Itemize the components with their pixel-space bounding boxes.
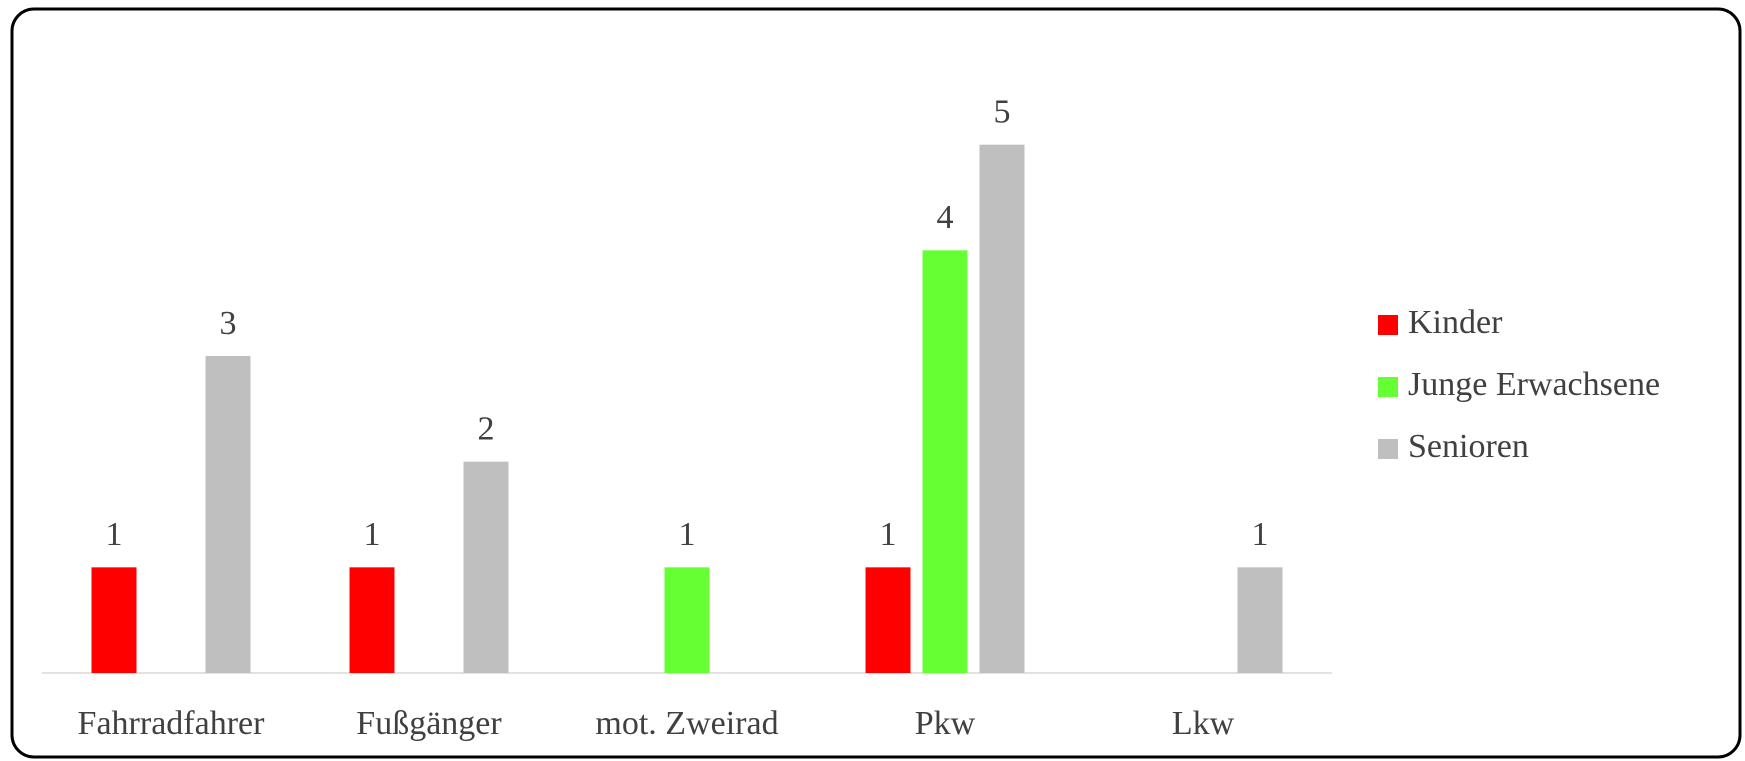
data-label: 3 — [220, 305, 237, 342]
x-tick-label: Fahrradfahrer — [78, 705, 266, 742]
bar — [205, 356, 251, 673]
legend-swatch — [1378, 315, 1398, 335]
bar — [463, 461, 509, 673]
data-label: 1 — [1252, 516, 1269, 553]
data-label: 1 — [106, 516, 123, 553]
legend-label: Senioren — [1408, 428, 1529, 465]
data-label: 2 — [478, 410, 495, 447]
data-label: 4 — [937, 199, 954, 236]
x-tick-label: mot. Zweirad — [595, 705, 778, 742]
bar — [349, 567, 395, 673]
legend-swatch — [1378, 377, 1398, 397]
chart-frame — [10, 7, 1742, 759]
legend-label: Kinder — [1408, 304, 1503, 341]
legend-label: Junge Erwachsene — [1408, 366, 1660, 403]
bar — [664, 567, 710, 673]
legend-swatch — [1378, 439, 1398, 459]
bar — [1237, 567, 1283, 673]
x-tick-label: Pkw — [915, 705, 976, 742]
data-label: 1 — [880, 516, 897, 553]
data-label: 1 — [364, 516, 381, 553]
x-tick-label: Fußgänger — [356, 705, 502, 742]
bar — [979, 144, 1025, 673]
x-tick-label: Lkw — [1172, 705, 1235, 742]
bar — [865, 567, 911, 673]
bar — [91, 567, 137, 673]
bar — [922, 250, 968, 674]
data-label: 1 — [679, 516, 696, 553]
data-label: 5 — [994, 93, 1011, 130]
